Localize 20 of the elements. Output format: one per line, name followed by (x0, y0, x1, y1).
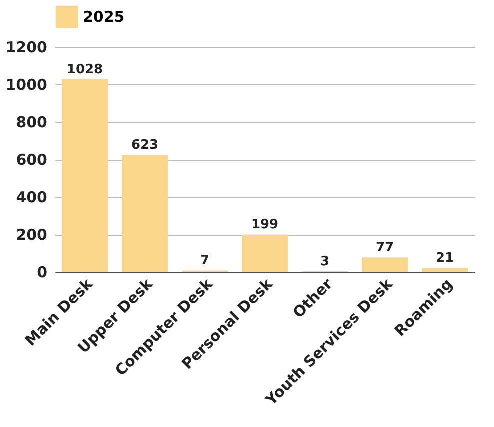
bar (242, 234, 288, 272)
data-label: 21 (436, 251, 454, 266)
y-tick-label: 600 (16, 151, 48, 169)
y-tick-label: 1200 (6, 38, 48, 56)
data-label: 7 (200, 254, 210, 269)
data-label: 77 (376, 240, 394, 256)
y-tick-label: 200 (16, 226, 48, 244)
y-tick-label: 1000 (6, 76, 48, 94)
bar (62, 79, 108, 272)
data-label: 199 (251, 218, 279, 233)
legend-label: 2025 (83, 8, 125, 26)
y-tick-label: 800 (16, 114, 48, 132)
data-label: 3 (320, 254, 330, 270)
data-label: 623 (131, 138, 159, 154)
bar (422, 268, 468, 272)
bar (122, 155, 168, 272)
y-tick-label: 400 (16, 188, 48, 206)
bar (362, 258, 408, 272)
y-tick-label: 0 (37, 264, 48, 282)
data-label: 1028 (66, 62, 104, 78)
